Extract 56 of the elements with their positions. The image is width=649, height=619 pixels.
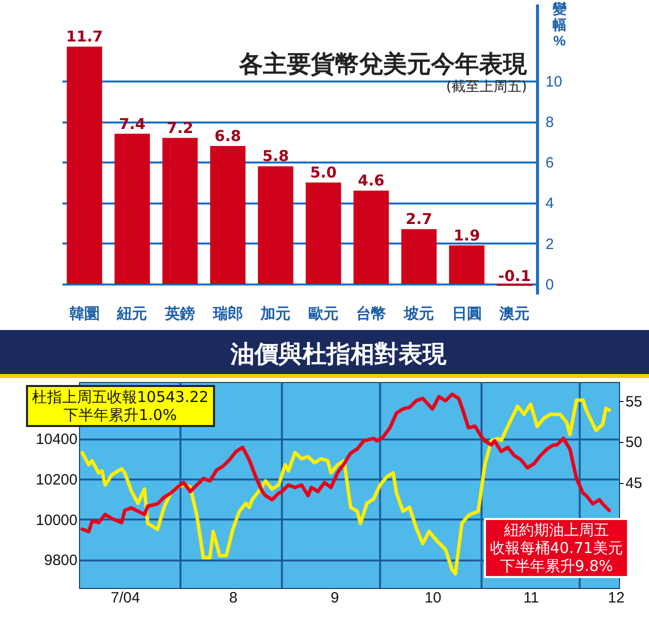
y-tick-label: 0 [546,276,554,294]
x-tick-label: 7/04 [110,590,140,606]
bar [162,138,198,284]
data-label: 5.8 [262,147,289,166]
x-tick-label: 澳元 [498,306,530,322]
y-tick-label: 10000 [36,512,78,529]
data-label: 4.6 [358,172,384,190]
text: 各主要貨幣兌美元今年表現 [238,50,528,78]
y-tick-label: 9800 [44,552,78,570]
chart-title: 油價與杜指相對表現 [229,340,448,368]
bar [210,146,246,284]
annotation: 下半年累升1.0% [62,406,178,424]
x-tick-label: 紐元 [116,306,148,322]
x-tick-label: 10 [424,590,442,606]
annotation: 紐約期油上周五 [502,521,610,539]
data-label: -0.1 [498,266,531,285]
y-tick-label: 6 [546,154,554,172]
annotation: 下半年累升9.8% [498,557,614,575]
bar [354,190,389,284]
bar [258,166,294,284]
x-tick-label: 加元 [260,306,291,322]
x-tick-label: 日圓 [452,306,482,322]
x-tick-label: 歐元 [308,306,338,322]
x-tick-label: 12 [608,590,625,606]
bar [66,46,102,284]
bar [114,134,150,284]
y-tick-label: 10200 [36,471,78,488]
y-axis-title: 變幅% [552,0,568,48]
data-label: 11.7 [66,28,103,46]
data-label: 1.9 [453,226,480,244]
data-label: 2.7 [406,210,432,228]
annotation: 收報每桶40.71美元 [490,539,623,557]
y2-tick-label: 50 [626,434,642,452]
y-tick-label: 4 [546,195,554,212]
x-tick-label: 11 [523,590,539,606]
y-tick-label: 10400 [36,431,78,448]
data-label: 7.2 [166,118,194,137]
bar [306,182,342,284]
x-tick-label: 台幣 [356,306,386,322]
x-tick-label: 韓圜 [69,306,100,322]
bar [449,245,484,284]
x-tick-label: 坡元 [402,306,434,322]
bar [401,229,437,284]
y2-tick-label: 45 [626,475,642,492]
x-tick-label: 瑞郎 [212,304,243,322]
x-tick-label: 英鎊 [164,306,196,322]
data-label: 6.8 [214,126,242,145]
x-tick-label: 9 [330,590,339,606]
y2-tick-label: 55 [626,393,642,410]
annotation: 杜指上周五收報10543.22 [32,388,209,406]
data-label: 5.0 [310,163,337,182]
y-tick-label: 2 [546,236,554,253]
y-tick-label: 10 [546,74,562,91]
text: (截至上周五) [446,79,527,95]
y-tick-label: 8 [546,114,554,132]
x-tick-label: 8 [229,590,238,606]
